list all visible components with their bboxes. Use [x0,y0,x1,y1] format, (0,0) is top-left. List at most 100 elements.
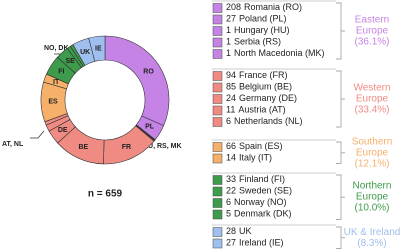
legend-name: Hungary (HU) [234,25,290,35]
segment-label: SE [65,58,75,65]
legend-entry: 33 Finland (FI) [226,174,285,184]
legend-name: Austria (AT) [238,105,285,115]
legend-entry: 6 Norway (NO) [226,197,287,207]
legend-name: Finland (FI) [239,174,285,184]
group-name: Southern Europe [351,136,393,159]
legend-name: Belgium (BE) [239,82,292,92]
group-bracket [336,70,345,128]
segment-label: PL [145,124,155,131]
segment-label: UK [80,49,90,56]
legend-swatch [212,209,223,220]
legend-swatch [212,198,223,208]
group-label: Eastern Europe (36.1%) [340,15,400,48]
legend-value: 33 [226,174,236,184]
legend-value: 24 [226,93,236,103]
legend-name: Poland (PL) [239,14,287,24]
legend-swatch [212,94,223,104]
leader-line [30,130,45,139]
legend-name: Ireland (IE) [239,238,284,248]
donut-segment [104,35,170,127]
group-share: (12.1%) [354,158,390,170]
legend-value: 94 [226,70,236,80]
legend-entry: 22 Sweden (SE) [226,186,292,196]
group-label: Western Europe (33.4%) [340,83,400,116]
group-share: (36.1%) [354,36,390,48]
legend-entry: 1 Serbia (RS) [226,37,281,47]
legend-value: 66 [226,141,236,151]
group-share: (10.0%) [354,202,390,214]
legend-name: North Macedonia (MK) [234,48,325,58]
segment-label: DE [58,127,68,134]
group-name: Western Europe [353,82,391,105]
legend-name: Serbia (RS) [234,37,281,47]
annotation: NO, DK [44,45,69,52]
legend-entry: 6 Netherlands (NL) [226,116,303,126]
legend-entry: 27 Ireland (IE) [226,238,284,248]
legend-name: Germany (DE) [239,93,297,103]
legend-value: 1 [226,37,231,47]
group-name: UK & Ireland [343,226,400,238]
segment-label: BE [79,144,89,151]
legend-entry: 24 Germany (DE) [226,93,297,103]
legend-swatch [212,82,223,93]
legend-entry: 28 UK [226,226,252,236]
group-bracket [336,174,345,220]
legend-name: Italy (IT) [239,153,272,163]
legend-swatch [212,49,223,59]
legend-swatch [212,175,223,185]
legend-swatch [212,186,223,197]
legend-value: 14 [226,153,236,163]
legend-entry: 85 Belgium (BE) [226,82,292,92]
legend-name: Sweden (SE) [239,186,292,196]
legend-swatch [212,37,223,48]
legend-entry: 66 Spain (ES) [226,141,283,151]
legend-entry: 1 Hungary (HU) [226,25,290,35]
annotation: HU, RS, MK [143,143,182,150]
legend-swatch [212,142,223,152]
legend-swatch [212,3,223,13]
legend-value: 6 [226,197,231,207]
legend-entry: 1 North Macedonia (MK) [226,48,325,58]
segment-label: FI [58,69,64,76]
legend-swatch [212,153,223,164]
legend-value: 28 [226,226,236,236]
legend-entry: 208 Romania (RO) [226,2,302,12]
legend-name: UK [239,226,252,236]
legend-name: Netherlands (NL) [234,116,303,126]
group-label: Northern Europe (10.0%) [340,181,400,214]
segment-label: FR [122,144,131,151]
legend-value: 27 [226,14,236,24]
legend-entry: 94 France (FR) [226,70,288,80]
legend-swatch [212,14,223,25]
legend-name: Denmark (DK) [234,209,292,219]
legend-value: 85 [226,82,236,92]
legend-swatch [212,227,223,237]
group-label: Southern Europe (12.1%) [340,136,400,169]
donut-segment [88,35,106,62]
group-name: Eastern Europe [354,14,390,37]
legend-name: Spain (ES) [239,141,283,151]
legend-swatch [212,117,223,127]
segment-label: IE [95,45,102,52]
legend-name: Norway (NO) [234,197,287,207]
legend-value: 5 [226,209,231,219]
legend-value: 22 [226,186,236,196]
legend-name: France (FR) [239,70,288,80]
legend-swatch [212,26,223,36]
legend-entry: 27 Poland (PL) [226,14,287,24]
group-label: UK & Ireland (8.3%) [340,227,400,249]
total-label: n = 659 [88,189,123,200]
legend-swatch [212,71,223,81]
group-bracket [336,2,345,60]
legend-swatch [212,105,223,116]
group-share: (33.4%) [354,104,390,116]
segment-label: ES [48,98,58,105]
legend-value: 1 [226,25,231,35]
group-name: Northern Europe [352,180,392,203]
segment-label: IT [53,79,60,86]
group-bracket [336,141,345,164]
segment-label: RO [143,68,154,75]
legend-entry: 5 Denmark (DK) [226,209,292,219]
